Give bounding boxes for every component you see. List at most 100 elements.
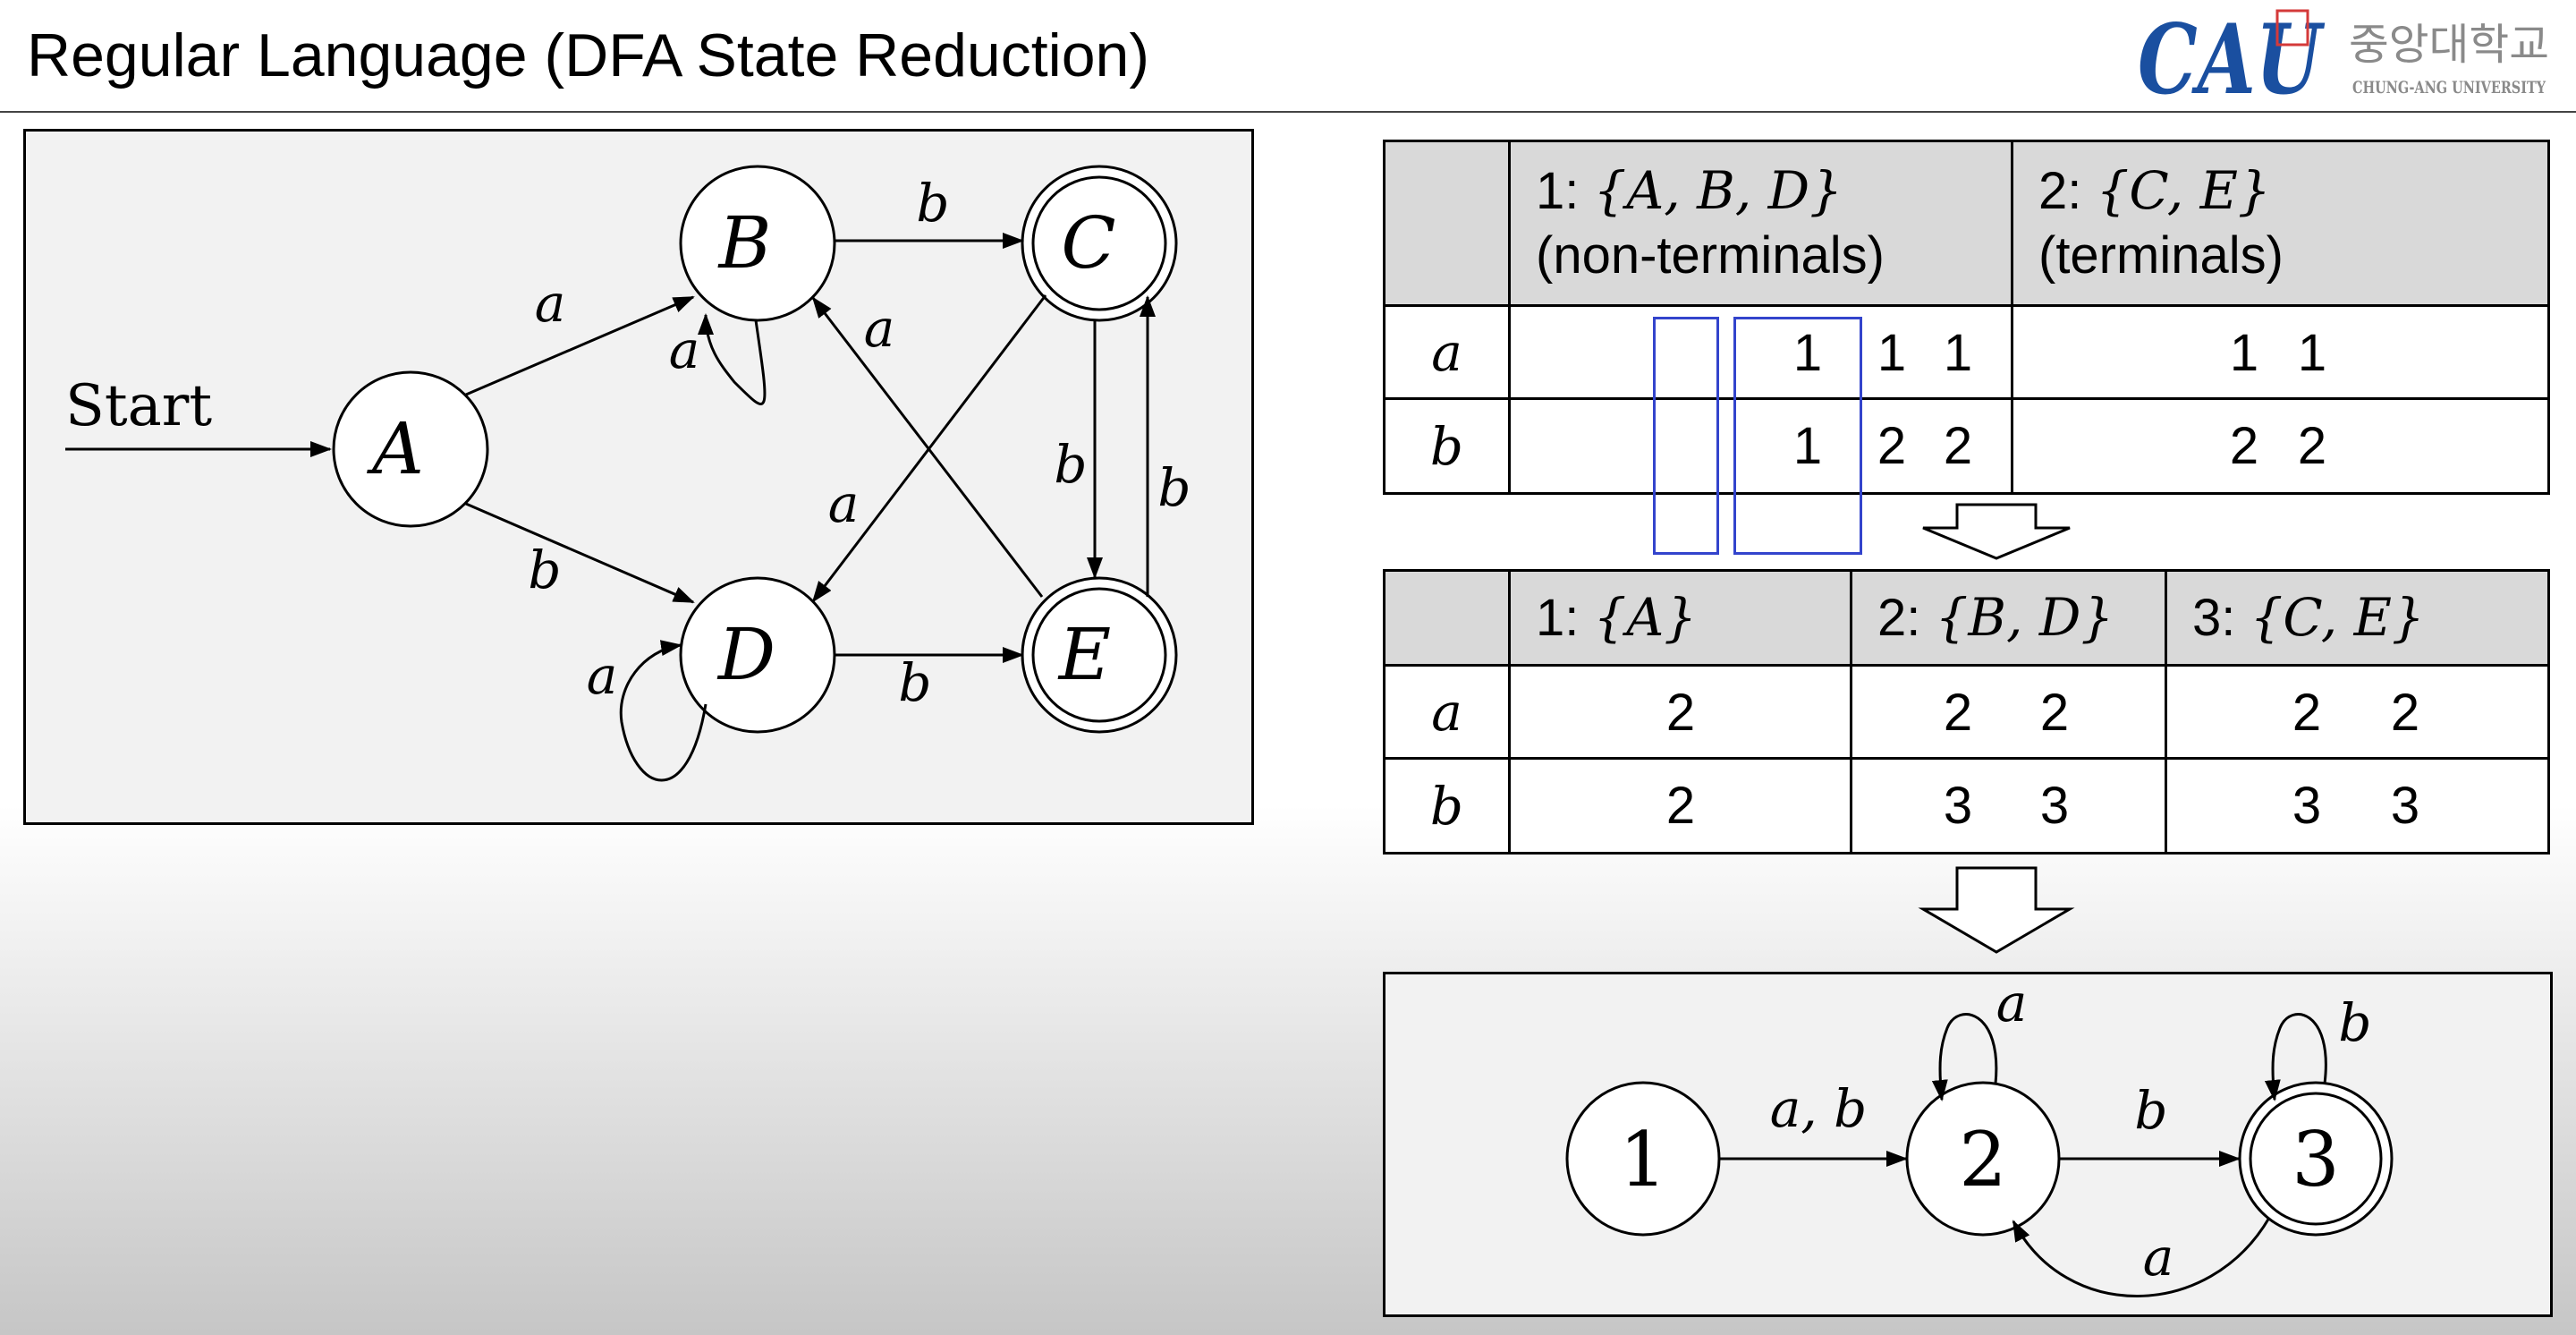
label-e-to-c: b: [1157, 457, 1191, 518]
table2-header-group1-set: {A}: [1593, 587, 1698, 648]
label-e-to-b: a: [864, 298, 895, 359]
table1-header-group1-desc: (non-terminals): [1536, 226, 1885, 285]
logo-cau-text: CAU: [2138, 5, 2326, 106]
table1-header-group2: 2: {C, E} (terminals): [2011, 140, 2550, 307]
state-c-label: C: [1061, 201, 1115, 285]
state-e-label: E: [1057, 613, 1111, 696]
table2-header-group3: 3: {C, E}: [2165, 569, 2550, 667]
table-value: 2: [2229, 417, 2259, 475]
table2-cell-group3: 2 2: [2165, 664, 2550, 760]
state-1-label: 1: [1619, 1116, 1666, 1203]
edge-3-loop: [2264, 1013, 2327, 1101]
reduced-dfa-panel: 1 2 3 a, b b a b a: [1383, 972, 2553, 1317]
table2-header-row: 1: {A} 2: {B, D} 3: {C, E}: [1383, 569, 2550, 667]
table2-cell-group3: 3 3: [2165, 757, 2550, 855]
table2-cell-group1: 2: [1508, 757, 1852, 855]
state-b-label: B: [717, 201, 772, 285]
table1-header-group2-set: {C, E}: [2096, 160, 2271, 221]
table-value: 2: [2390, 684, 2420, 742]
table1-header-group1-num: 1:: [1536, 162, 1594, 220]
original-dfa-diagram: Start A B C D E a b a b b b a a a b: [65, 165, 1191, 782]
table-value: 1: [2229, 324, 2259, 382]
table-value: 2: [2039, 684, 2070, 742]
logo-accent-square: [2275, 9, 2309, 47]
label-b-loop: a: [669, 319, 700, 380]
table2-header-group3-num: 3:: [2192, 589, 2250, 647]
partition-table-1: 1: {A, B, D} (non-terminals) 2: {C, E} (…: [1383, 140, 2550, 495]
logo-english-name: CHUNG-ANG UNIVERSITY: [2352, 78, 2546, 98]
table-value: 2: [2292, 684, 2322, 742]
table1-cell-group2: 1 1: [2011, 304, 2550, 400]
table1-row-a: a 1 1 1 1 1: [1383, 304, 2550, 400]
state-2-label: 2: [1959, 1116, 2006, 1203]
table-value: 3: [1943, 777, 1973, 835]
table1-cell-group1: 1 2 2: [1508, 397, 2013, 495]
table1-header-group1: 1: {A, B, D} (non-terminals): [1508, 140, 2013, 307]
table1-row-label: a: [1383, 304, 1511, 400]
table2-corner-cell: [1383, 569, 1511, 667]
state-a-label: A: [366, 407, 424, 490]
table-value: 3: [2390, 777, 2420, 835]
state-e-inner-ring: [1031, 587, 1167, 723]
table2-header-group1: 1: {A}: [1508, 569, 1852, 667]
table-value: 1: [1943, 324, 1973, 382]
table1-header-row: 1: {A, B, D} (non-terminals) 2: {C, E} (…: [1383, 140, 2550, 307]
label-d-loop: a: [587, 645, 618, 706]
start-label: Start: [65, 373, 212, 439]
table1-row-label: b: [1383, 397, 1511, 495]
table-value: 2: [1665, 777, 1696, 835]
university-logo: CAU 중앙대학교 CHUNG-ANG UNIVERSITY: [2138, 5, 2549, 106]
table1-cell-group2: 2 2: [2011, 397, 2550, 495]
table-value: 1: [1792, 324, 1823, 382]
table2-row-label: b: [1383, 757, 1511, 855]
state-c-inner-ring: [1031, 175, 1167, 311]
table-value: 2: [2297, 417, 2327, 475]
edge-d-loop: [619, 640, 708, 782]
table1-header-group2-num: 2:: [2038, 162, 2097, 220]
table-value: 3: [2292, 777, 2322, 835]
table2-cell-group1: 2: [1508, 664, 1852, 760]
reduced-dfa-diagram: 1 2 3 a, b b a b a: [1565, 974, 2394, 1297]
table2-cell-group2: 2 2: [1850, 664, 2167, 760]
label-c-to-d: a: [828, 473, 860, 534]
label-2-loop: a: [1996, 974, 2028, 1033]
table-value: 2: [1943, 417, 1973, 475]
table1-row-b: b 1 2 2 2 2: [1383, 397, 2550, 495]
table2-row-label: a: [1383, 664, 1511, 760]
label-3-to-2: a: [2143, 1227, 2174, 1288]
table2-header-group2-set: {B, D}: [1935, 587, 2114, 648]
table-value: 2: [1877, 417, 1907, 475]
split-group-box-a: [1653, 317, 1719, 555]
table1-header-group2-desc: (terminals): [2038, 226, 2284, 285]
table2-row-a: a 2 2 2 2 2: [1383, 664, 2550, 760]
edge-2-loop: [1931, 1013, 1998, 1101]
label-c-to-e: b: [1054, 434, 1087, 495]
table-value: 1: [2297, 324, 2327, 382]
table1-corner-cell: [1383, 140, 1511, 307]
table-value: 1: [1877, 324, 1907, 382]
label-a-to-b: a: [535, 273, 566, 334]
state-d-label: D: [716, 613, 775, 696]
table2-header-group2: 2: {B, D}: [1850, 569, 2167, 667]
table-value: 3: [2039, 777, 2070, 835]
label-2-to-3: b: [2134, 1080, 2167, 1141]
edge-a-to-b: [465, 295, 695, 396]
state-3-label: 3: [2292, 1116, 2339, 1203]
edge-a-to-d: [465, 502, 695, 604]
label-b-to-c: b: [916, 173, 949, 234]
table-value: 2: [1943, 684, 1973, 742]
table-value: 1: [1792, 417, 1823, 475]
original-dfa-panel: Start A B C D E a b a b b b a a a b: [23, 129, 1254, 825]
state-b: [679, 165, 836, 322]
table2-row-b: b 2 3 3 3 3: [1383, 757, 2550, 855]
label-1-to-2: a, b: [1770, 1078, 1868, 1139]
table2-header-group2-num: 2:: [1877, 589, 1936, 647]
edge-3-to-2: [2012, 1217, 2271, 1297]
table1-header-group1-set: {A, B, D}: [1593, 160, 1843, 221]
logo-korean-name: 중앙대학교: [2349, 20, 2549, 70]
table1-cell-group1: 1 1 1: [1508, 304, 2013, 400]
label-d-to-e: b: [898, 652, 931, 713]
label-a-to-d: b: [528, 540, 561, 600]
down-arrow-icon: [1918, 866, 2075, 954]
down-arrow-icon: [1922, 503, 2071, 560]
